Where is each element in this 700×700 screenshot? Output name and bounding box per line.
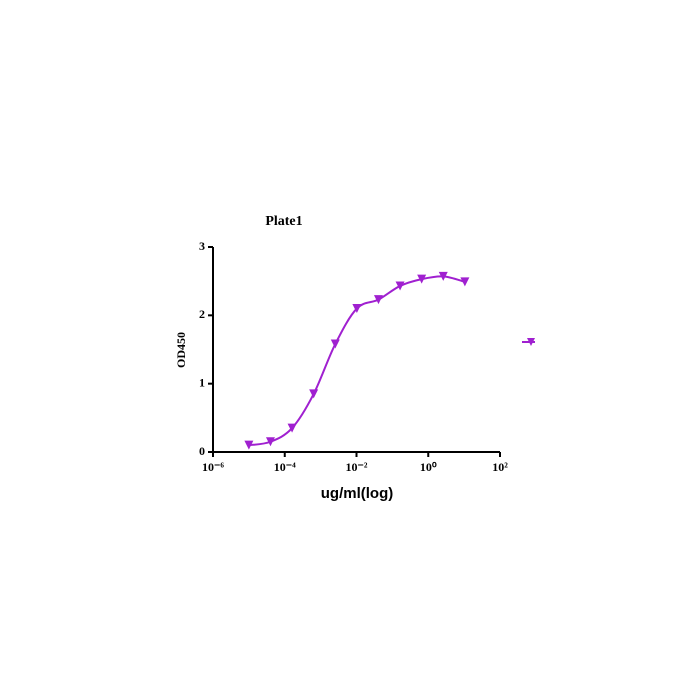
chart-title: Plate1 <box>265 214 302 229</box>
legend-marker <box>527 338 535 346</box>
x-tick-label: 10⁰ <box>420 460 437 474</box>
point <box>352 304 362 313</box>
x-tick-label: 10² <box>492 460 508 474</box>
y-tick-label: 2 <box>199 307 205 321</box>
y-tick-label: 3 <box>199 239 205 253</box>
point <box>265 437 275 447</box>
point <box>417 274 427 284</box>
point <box>460 277 470 287</box>
point <box>438 271 448 281</box>
y-tick-label: 1 <box>199 375 205 389</box>
point <box>330 339 340 349</box>
x-axis-title: ug/ml(log) <box>321 485 393 502</box>
point <box>287 423 297 433</box>
y-axis-title: OD450 <box>174 332 188 368</box>
point <box>244 440 254 450</box>
point <box>373 295 383 305</box>
fit-curve <box>248 275 466 447</box>
x-tick-label: 10⁻⁴ <box>274 460 296 474</box>
y-tick-label: 0 <box>199 444 205 458</box>
point <box>395 281 405 291</box>
point <box>309 389 319 399</box>
x-tick-label: 10⁻² <box>346 460 368 474</box>
x-tick-label: 10⁻⁶ <box>202 460 224 474</box>
